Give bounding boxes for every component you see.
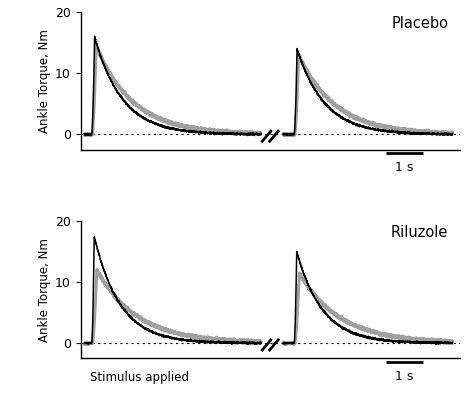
Text: Placebo: Placebo	[392, 16, 448, 31]
Text: Riluzole: Riluzole	[391, 225, 448, 240]
Text: Stimulus applied: Stimulus applied	[90, 371, 189, 384]
Y-axis label: Ankle Torque, Nm: Ankle Torque, Nm	[38, 238, 51, 342]
Y-axis label: Ankle Torque, Nm: Ankle Torque, Nm	[38, 29, 51, 133]
Text: 1 s: 1 s	[395, 370, 414, 383]
Text: 1 s: 1 s	[395, 161, 414, 174]
